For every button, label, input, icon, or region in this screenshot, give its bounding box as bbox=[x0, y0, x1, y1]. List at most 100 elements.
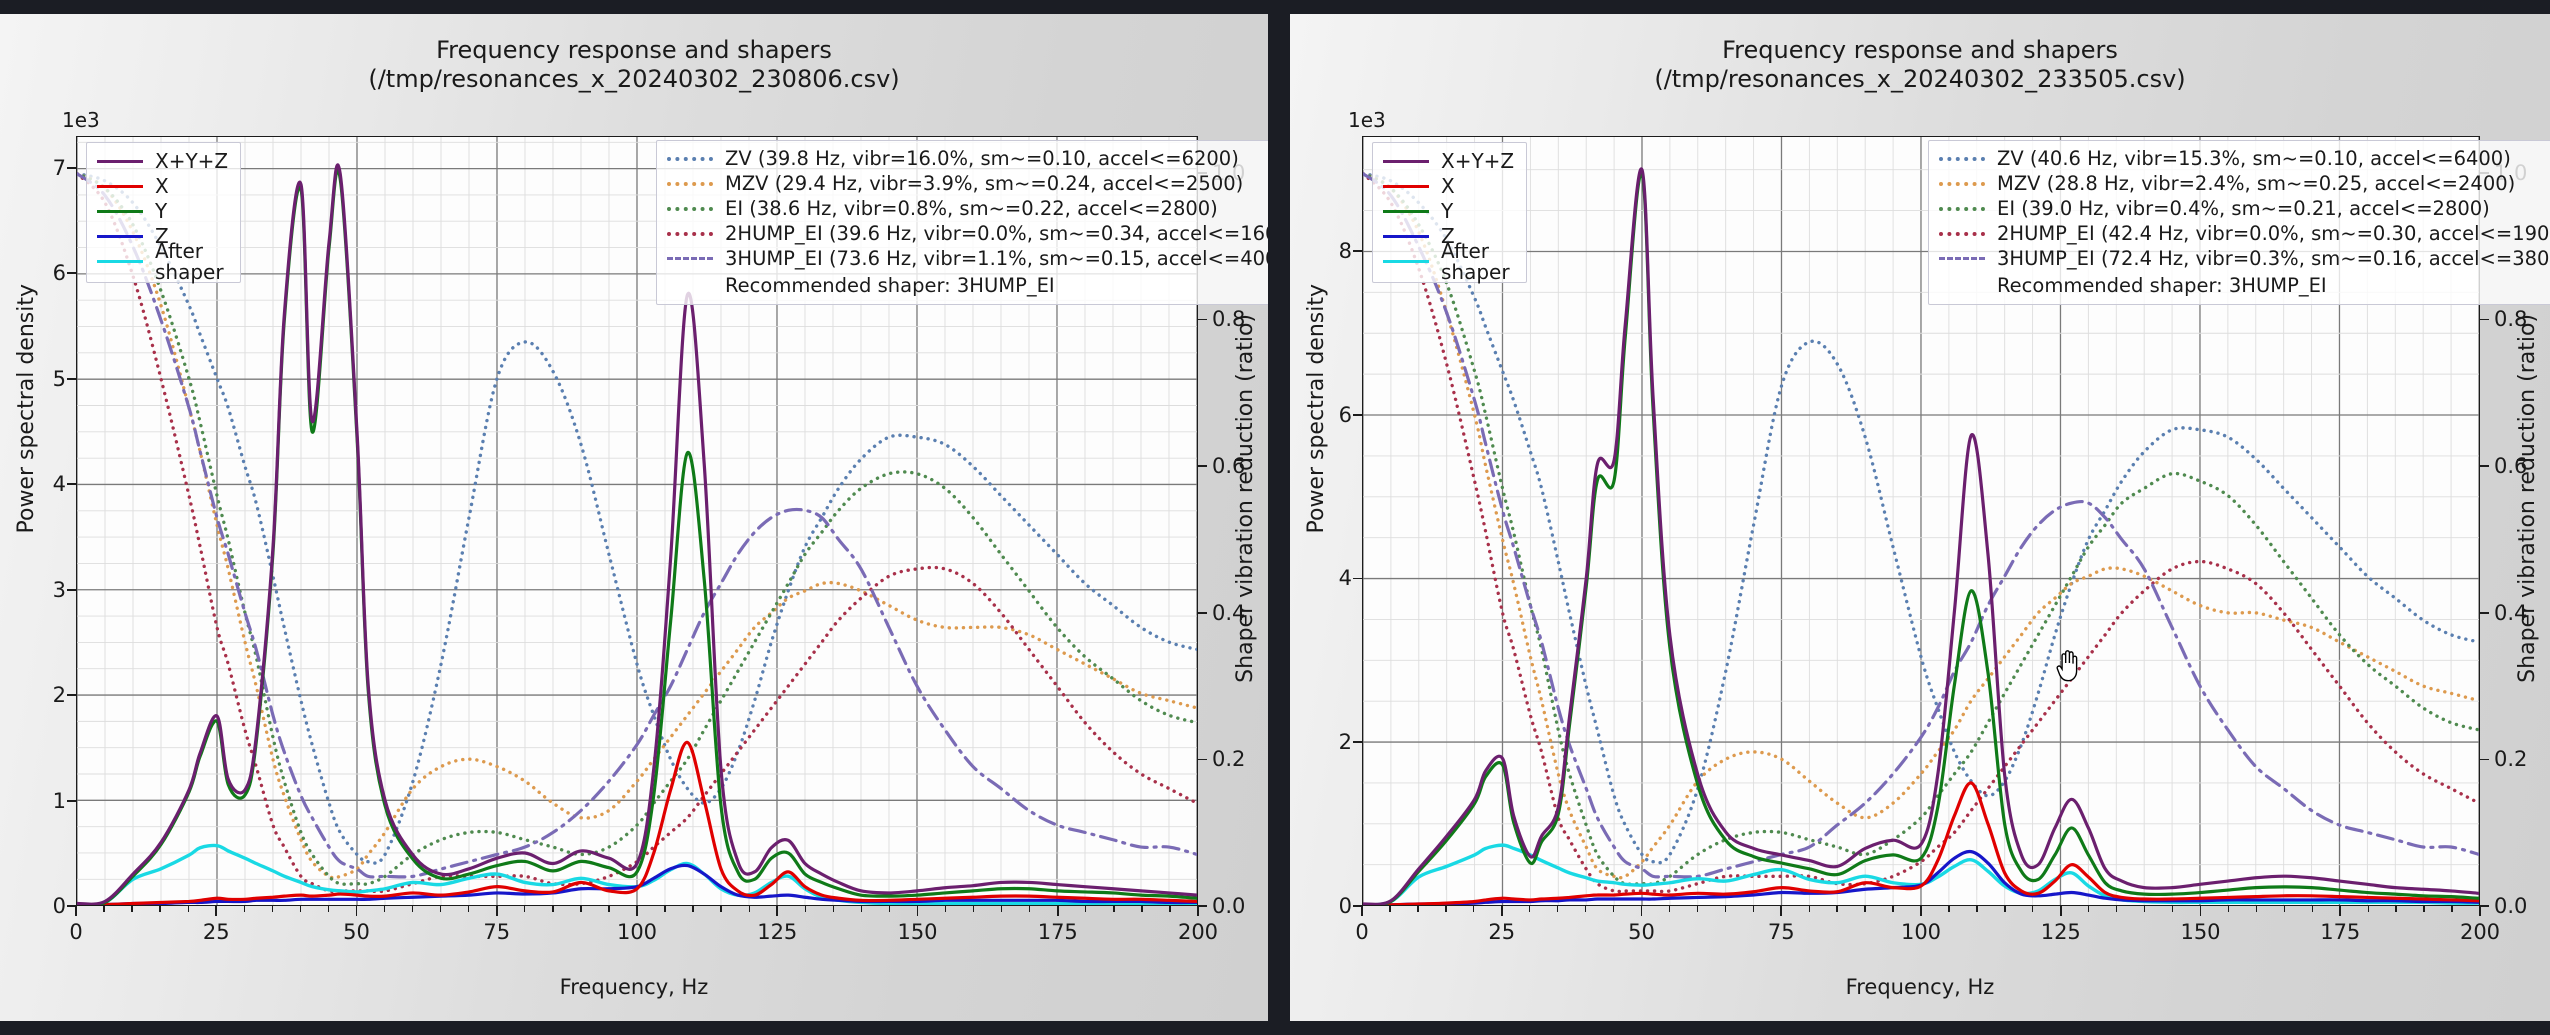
y2-tick-label: 0.6 bbox=[1212, 454, 1246, 478]
legend-line-swatch bbox=[667, 156, 713, 161]
shaper-legend-item: 2HUMP_EI (39.6 Hz, vibr=0.0%, sm~=0.34, … bbox=[667, 221, 1268, 246]
legend-line-swatch bbox=[667, 181, 713, 186]
axis-legend-item: X+Y+Z bbox=[97, 149, 228, 174]
chart-title-line2: (/tmp/resonances_x_20240302_233505.csv) bbox=[1654, 65, 2186, 94]
chart-title-left: Frequency response and shapers (/tmp/res… bbox=[0, 36, 1268, 95]
series-zv bbox=[77, 171, 1197, 865]
x-axis-label-left: Frequency, Hz bbox=[559, 975, 709, 999]
axis-legend-label: After shaper bbox=[155, 239, 224, 284]
series-x-y-z bbox=[1363, 167, 2479, 905]
shaper-legend-item: MZV (28.8 Hz, vibr=2.4%, sm~=0.25, accel… bbox=[1939, 171, 2550, 196]
axis-legend-label: X bbox=[155, 174, 169, 199]
x-tick-label: 125 bbox=[2040, 920, 2081, 944]
y-tick-label: 2 bbox=[52, 683, 66, 708]
y-axis-offset-right: 1e3 bbox=[1348, 108, 1386, 132]
y2-tick-label: 0.8 bbox=[2494, 307, 2528, 332]
y-tick-label: 3 bbox=[52, 577, 66, 602]
series-mzv bbox=[77, 171, 1197, 880]
axis-legend-label: X+Y+Z bbox=[1441, 149, 1515, 174]
axis-legend-label: Z bbox=[1441, 224, 1455, 249]
plot-window-left[interactable]: Frequency response and shapers (/tmp/res… bbox=[0, 14, 1268, 1021]
legend-line-swatch bbox=[1939, 231, 1985, 236]
axis-legend-label: X bbox=[1441, 174, 1455, 199]
x-tick-label: 150 bbox=[897, 920, 938, 944]
x-tick-label: 25 bbox=[1488, 920, 1516, 944]
y2-tick-label: 0.2 bbox=[1212, 747, 1246, 772]
axis-legend-item: X+Y+Z bbox=[1383, 149, 1514, 174]
axis-legend-item: Y bbox=[1383, 199, 1514, 224]
axis-legend-right[interactable]: X+Y+Z X Y Z After shaper bbox=[1372, 142, 1528, 284]
series-zv bbox=[1363, 171, 2479, 865]
figure-right: Frequency response and shapers (/tmp/res… bbox=[1290, 14, 2550, 1021]
chart-title-line1: Frequency response and shapers bbox=[1722, 36, 2118, 64]
y-tick-label: 6 bbox=[1338, 402, 1352, 427]
y-tick-label: 5 bbox=[52, 366, 66, 391]
axis-legend-label: After shaper bbox=[1441, 239, 1510, 284]
y2-axis-label-left: Shaper vibration reduction (ratio) bbox=[1233, 314, 1258, 683]
y2-tick-label: 0.2 bbox=[2494, 747, 2528, 772]
axis-legend-label: Y bbox=[155, 199, 168, 224]
shaper-legend-item: 3HUMP_EI (73.6 Hz, vibr=1.1%, sm~=0.15, … bbox=[667, 246, 1268, 271]
shaper-legend-label: 2HUMP_EI (42.4 Hz, vibr=0.0%, sm~=0.30, … bbox=[1997, 222, 2550, 245]
legend-line-swatch bbox=[97, 160, 143, 163]
x-tick-label: 0 bbox=[1355, 920, 1369, 944]
x-tick-label: 200 bbox=[2459, 920, 2501, 944]
series-mzv bbox=[1363, 171, 2479, 880]
series-2hump-ei bbox=[1363, 171, 2479, 894]
axis-legend-left[interactable]: X+Y+Z X Y Z After shaper bbox=[86, 142, 242, 283]
y-tick-label: 1 bbox=[52, 788, 66, 813]
series-x-y-z bbox=[77, 163, 1197, 905]
legend-line-swatch bbox=[1939, 156, 1985, 161]
x-tick-label: 25 bbox=[202, 920, 230, 944]
legend-line-swatch bbox=[97, 185, 143, 188]
plot-window-right[interactable]: Frequency response and shapers (/tmp/res… bbox=[1290, 14, 2550, 1021]
y2-tick-label: 0.0 bbox=[1212, 894, 1246, 918]
shaper-legend-label: MZV (29.4 Hz, vibr=3.9%, sm~=0.24, accel… bbox=[725, 172, 1244, 195]
x-tick-label: 75 bbox=[483, 920, 511, 944]
shaper-legend-right[interactable]: ZV (40.6 Hz, vibr=15.3%, sm~=0.10, accel… bbox=[1928, 140, 2550, 305]
shaper-legend-item: 2HUMP_EI (42.4 Hz, vibr=0.0%, sm~=0.30, … bbox=[1939, 221, 2550, 246]
shaper-legend-item: MZV (29.4 Hz, vibr=3.9%, sm~=0.24, accel… bbox=[667, 171, 1268, 196]
x-tick-label: 0 bbox=[69, 920, 83, 944]
legend-line-swatch bbox=[97, 235, 143, 238]
y-tick-label: 0 bbox=[52, 894, 66, 918]
recommended-shaper-right: Recommended shaper: 3HUMP_EI bbox=[1997, 274, 2327, 297]
x-tick-label: 100 bbox=[1900, 920, 1942, 944]
axis-legend-label: Y bbox=[1441, 199, 1454, 224]
shaper-legend-left[interactable]: ZV (39.8 Hz, vibr=16.0%, sm~=0.10, accel… bbox=[656, 140, 1268, 305]
y-axis-offset-left: 1e3 bbox=[62, 108, 100, 132]
y-tick-label: 7 bbox=[52, 155, 66, 180]
axis-legend-item: X bbox=[1383, 174, 1514, 199]
y-tick-label: 4 bbox=[1338, 566, 1352, 591]
shaper-legend-label: 3HUMP_EI (73.6 Hz, vibr=1.1%, sm~=0.15, … bbox=[725, 247, 1268, 270]
series-y bbox=[1363, 171, 2479, 905]
legend-line-swatch bbox=[1383, 160, 1429, 163]
series-3hump-ei bbox=[1363, 172, 2479, 879]
axis-legend-label: X+Y+Z bbox=[155, 149, 229, 174]
y2-tick-label: 0.0 bbox=[2494, 894, 2528, 918]
axis-legend-item: Z bbox=[97, 224, 228, 249]
axis-legend-item: Z bbox=[1383, 224, 1514, 249]
legend-line-swatch bbox=[97, 260, 143, 263]
x-tick-label: 125 bbox=[757, 920, 798, 944]
x-tick-label: 175 bbox=[2320, 920, 2361, 944]
axis-legend-label: Z bbox=[155, 224, 169, 249]
series-x bbox=[77, 740, 1197, 905]
chart-title-right: Frequency response and shapers (/tmp/res… bbox=[1290, 36, 2550, 95]
x-tick-label: 175 bbox=[1037, 920, 1078, 944]
shaper-legend-label: EI (38.6 Hz, vibr=0.8%, sm~=0.22, accel<… bbox=[725, 197, 1218, 220]
shaper-legend-item: ZV (40.6 Hz, vibr=15.3%, sm~=0.10, accel… bbox=[1939, 146, 2550, 171]
shaper-legend-item: 3HUMP_EI (72.4 Hz, vibr=0.3%, sm~=0.16, … bbox=[1939, 246, 2550, 271]
legend-line-swatch bbox=[1383, 210, 1429, 213]
axis-legend-item: After shaper bbox=[97, 241, 228, 282]
y-tick-label: 8 bbox=[1338, 238, 1352, 263]
series-3hump-ei bbox=[77, 172, 1197, 879]
legend-line-swatch bbox=[1939, 181, 1985, 186]
shaper-legend-label: 2HUMP_EI (39.6 Hz, vibr=0.0%, sm~=0.34, … bbox=[725, 222, 1268, 245]
legend-line-swatch bbox=[667, 257, 713, 260]
series-after-shaper bbox=[77, 843, 1197, 905]
x-tick-label: 150 bbox=[2180, 920, 2221, 944]
chart-title-line2: (/tmp/resonances_x_20240302_230806.csv) bbox=[368, 65, 900, 94]
legend-line-swatch bbox=[97, 210, 143, 213]
